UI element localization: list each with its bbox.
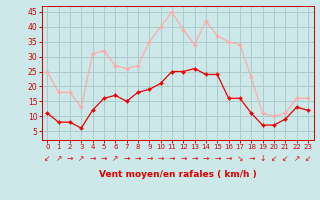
Text: ↗: ↗	[112, 154, 118, 163]
Text: →: →	[169, 154, 175, 163]
Text: →: →	[191, 154, 198, 163]
Text: →: →	[67, 154, 73, 163]
Text: ↙: ↙	[305, 154, 311, 163]
Text: →: →	[214, 154, 220, 163]
Text: →: →	[248, 154, 254, 163]
Text: →: →	[101, 154, 107, 163]
Text: →: →	[203, 154, 209, 163]
Text: ↙: ↙	[44, 154, 51, 163]
Text: →: →	[135, 154, 141, 163]
Text: ↙: ↙	[271, 154, 277, 163]
Text: →: →	[146, 154, 152, 163]
Text: ↗: ↗	[293, 154, 300, 163]
Text: →: →	[124, 154, 130, 163]
Text: ↗: ↗	[55, 154, 62, 163]
X-axis label: Vent moyen/en rafales ( km/h ): Vent moyen/en rafales ( km/h )	[99, 170, 256, 179]
Text: ↓: ↓	[260, 154, 266, 163]
Text: ↙: ↙	[282, 154, 288, 163]
Text: →: →	[89, 154, 96, 163]
Text: →: →	[225, 154, 232, 163]
Text: →: →	[180, 154, 187, 163]
Text: ↗: ↗	[78, 154, 84, 163]
Text: →: →	[157, 154, 164, 163]
Text: ↘: ↘	[237, 154, 243, 163]
